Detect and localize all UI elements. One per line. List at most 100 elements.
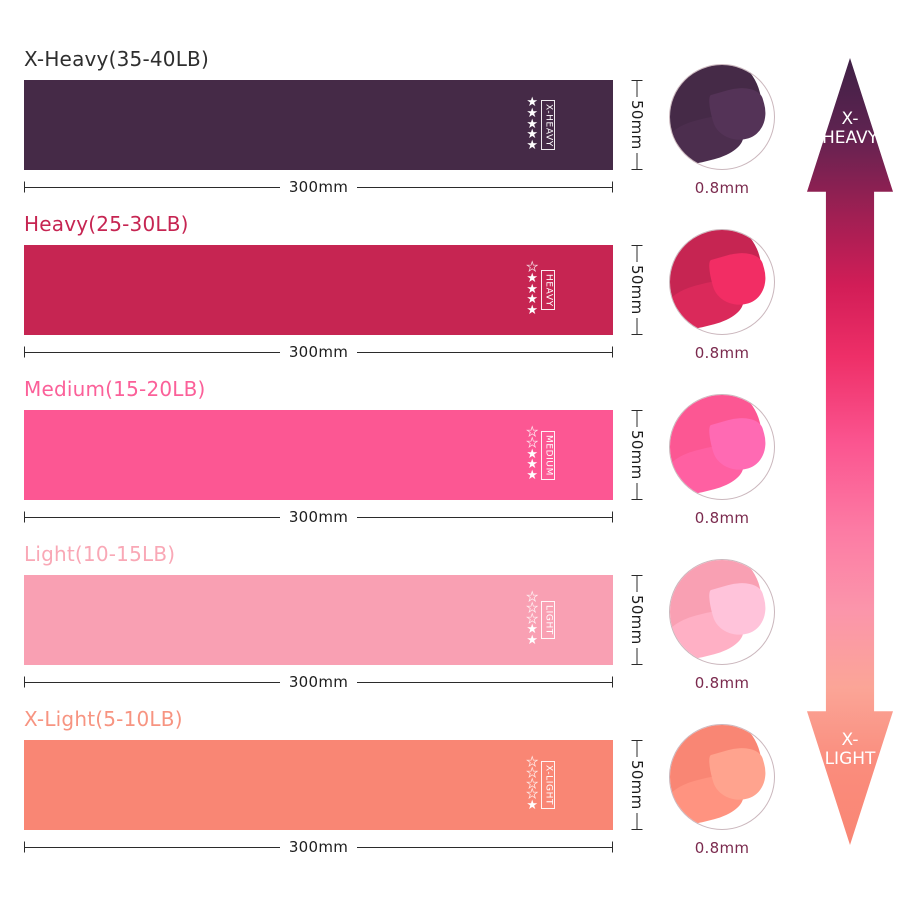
band-badge-label: HEAVY: [541, 269, 555, 311]
band-marking: ★ ★ ★ ★ ★ X-LIGHT: [526, 749, 555, 821]
band-marking: ★ ★ ★ ★ ★ X-HEAVY: [526, 89, 555, 161]
band-title: X-Light(5-10LB): [24, 707, 183, 731]
dimension-cap-left: [24, 346, 25, 358]
band-strip[interactable]: ★ ★ ★ ★ ★ X-LIGHT: [24, 740, 613, 830]
band-title: Heavy(25-30LB): [24, 212, 189, 236]
thickness-inset: 0.8mm: [666, 64, 778, 197]
star-filled-icon: ★: [526, 271, 538, 287]
band-closeup-photo: [669, 394, 775, 500]
thickness-label: 0.8mm: [694, 509, 750, 527]
dimension-cap-top: [631, 740, 643, 741]
star-filled-icon: ★: [526, 281, 538, 297]
width-dimension: 300mm: [24, 342, 613, 362]
star-hollow-icon: ★: [526, 776, 538, 792]
height-dimension-label: 50mm: [628, 97, 646, 153]
star-hollow-icon: ★: [526, 436, 538, 452]
band-closeup-photo: [669, 724, 775, 830]
dimension-cap-bottom: [631, 334, 643, 335]
arrow-bottom-label: X- LIGHT: [807, 729, 893, 769]
thickness-label: 0.8mm: [694, 179, 750, 197]
dimension-cap-top: [631, 245, 643, 246]
band-title: X-Heavy(35-40LB): [24, 47, 209, 71]
band-strip[interactable]: ★ ★ ★ ★ ★ LIGHT: [24, 575, 613, 665]
band-title: Medium(15-20LB): [24, 377, 206, 401]
dimension-cap-bottom: [631, 169, 643, 170]
dimension-cap-top: [631, 80, 643, 81]
dimension-cap-top: [631, 575, 643, 576]
star-filled-icon: ★: [526, 467, 538, 483]
height-dimension-label: 50mm: [628, 757, 646, 813]
band-closeup-photo: [669, 559, 775, 665]
dimension-cap-top: [631, 410, 643, 411]
width-dimension-label: 300mm: [279, 343, 358, 361]
height-dimension-label: 50mm: [628, 427, 646, 483]
arrow-top-label-line2: HEAVY: [821, 128, 879, 149]
band-strip[interactable]: ★ ★ ★ ★ ★ HEAVY: [24, 245, 613, 335]
band-strip[interactable]: ★ ★ ★ ★ ★ MEDIUM: [24, 410, 613, 500]
star-filled-icon: ★: [526, 137, 538, 153]
width-dimension-label: 300mm: [279, 673, 358, 691]
star-hollow-icon: ★: [526, 260, 538, 276]
band-marking: ★ ★ ★ ★ ★ MEDIUM: [526, 419, 555, 491]
thickness-inset: 0.8mm: [666, 394, 778, 527]
strength-star-rating: ★ ★ ★ ★ ★: [526, 590, 538, 647]
arrow-bottom-label-line1: X-: [841, 729, 859, 750]
band-marking: ★ ★ ★ ★ ★ HEAVY: [526, 254, 555, 326]
band-row: X-Heavy(35-40LB) ★ ★ ★ ★ ★ X-HEAVY 50mm 300mm: [0, 47, 646, 212]
star-filled-icon: ★: [526, 457, 538, 473]
height-dimension: 50mm: [624, 245, 650, 335]
star-hollow-icon: ★: [526, 590, 538, 606]
star-filled-icon: ★: [526, 292, 538, 308]
star-filled-icon: ★: [526, 797, 538, 813]
band-row: Medium(15-20LB) ★ ★ ★ ★ ★ MEDIUM 50mm 300mm: [0, 377, 646, 542]
star-filled-icon: ★: [526, 622, 538, 638]
height-dimension: 50mm: [624, 410, 650, 500]
dimension-cap-right: [612, 511, 613, 523]
thickness-label: 0.8mm: [694, 344, 750, 362]
star-filled-icon: ★: [526, 95, 538, 111]
dimension-cap-right: [612, 181, 613, 193]
arrow-top-label-line1: X-: [841, 109, 859, 129]
height-dimension-label: 50mm: [628, 262, 646, 318]
strength-star-rating: ★ ★ ★ ★ ★: [526, 95, 538, 153]
strength-star-rating: ★ ★ ★ ★ ★: [526, 426, 538, 483]
dimension-cap-left: [24, 181, 25, 193]
width-dimension-label: 300mm: [279, 838, 358, 856]
band-row: Heavy(25-30LB) ★ ★ ★ ★ ★ HEAVY 50mm 300mm: [0, 212, 646, 377]
dimension-cap-left: [24, 841, 25, 853]
star-filled-icon: ★: [526, 106, 538, 122]
thickness-inset: 0.8mm: [666, 724, 778, 857]
arrow-top-label: X- HEAVY: [807, 109, 893, 149]
dimension-cap-left: [24, 511, 25, 523]
star-filled-icon: ★: [526, 302, 538, 318]
width-dimension: 300mm: [24, 672, 613, 692]
width-dimension: 300mm: [24, 837, 613, 857]
strength-star-rating: ★ ★ ★ ★ ★: [526, 756, 538, 813]
band-strip[interactable]: ★ ★ ★ ★ ★ X-HEAVY: [24, 80, 613, 170]
width-dimension-label: 300mm: [279, 178, 358, 196]
width-dimension-label: 300mm: [279, 508, 358, 526]
dimension-cap-left: [24, 676, 25, 688]
star-hollow-icon: ★: [526, 787, 538, 803]
arrow-gradient-shape: [807, 58, 893, 845]
star-hollow-icon: ★: [526, 611, 538, 627]
thickness-label: 0.8mm: [694, 839, 750, 857]
dimension-cap-bottom: [631, 499, 643, 500]
height-dimension: 50mm: [624, 740, 650, 830]
width-dimension: 300mm: [24, 177, 613, 197]
dimension-cap-right: [612, 346, 613, 358]
star-filled-icon: ★: [526, 446, 538, 462]
band-row: Light(10-15LB) ★ ★ ★ ★ ★ LIGHT 50mm 300mm: [0, 542, 646, 707]
thickness-label: 0.8mm: [694, 674, 750, 692]
band-row: X-Light(5-10LB) ★ ★ ★ ★ ★ X-LIGHT 50mm 300mm: [0, 707, 646, 872]
band-marking: ★ ★ ★ ★ ★ LIGHT: [526, 584, 555, 656]
band-badge-label: LIGHT: [541, 601, 555, 639]
band-badge-label: MEDIUM: [541, 430, 555, 480]
dimension-cap-bottom: [631, 829, 643, 830]
band-badge-label: X-HEAVY: [541, 99, 555, 151]
band-title: Light(10-15LB): [24, 542, 176, 566]
thickness-inset: 0.8mm: [666, 229, 778, 362]
arrow-bottom-label-line2: LIGHT: [824, 748, 876, 769]
dimension-cap-bottom: [631, 664, 643, 665]
